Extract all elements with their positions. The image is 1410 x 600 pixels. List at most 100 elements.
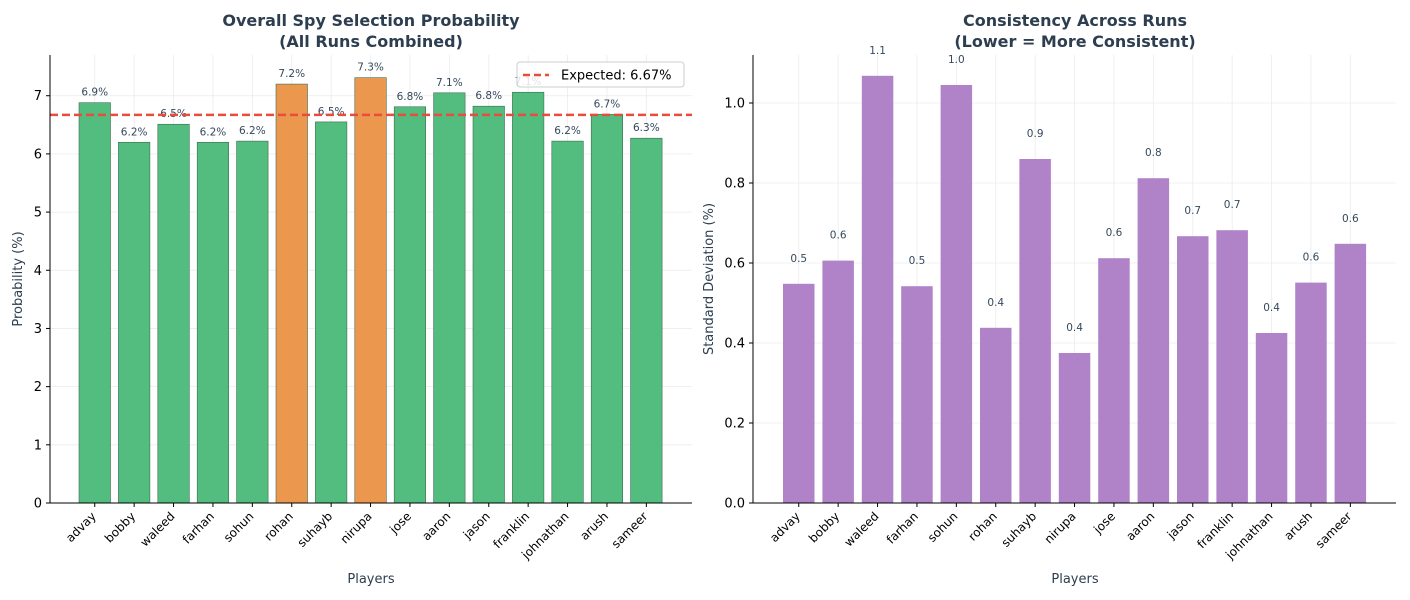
x-tick-label-sameer: sameer [609, 509, 651, 551]
x-tick-label-waleed: waleed [841, 509, 881, 549]
bar-arush [590, 114, 624, 504]
bar-sohun [236, 140, 269, 504]
bar-farhan [196, 141, 229, 504]
x-tick-label-advay: advay [767, 509, 803, 545]
chart1-bars [78, 77, 663, 504]
bar-aaron [433, 92, 466, 504]
data-label-nirupa: 7.3% [357, 62, 384, 74]
chart1-subtitle: (All Runs Combined) [279, 32, 463, 51]
bar-advay [783, 283, 815, 503]
y-tick-label: 2 [34, 380, 42, 395]
data-label-nirupa: 0.4 [1066, 322, 1083, 334]
data-label-advay: 0.5 [790, 253, 807, 265]
chart1-y-ticks: 0 1 2 3 4 5 6 7 [34, 89, 50, 512]
x-tick-label-aaron: aaron [1123, 509, 1157, 543]
x-tick-label-aaron: aaron [419, 509, 453, 543]
data-label-johnathan: 6.2% [554, 125, 581, 137]
x-tick-label-nirupa: nirupa [338, 509, 375, 546]
chart2-xlabel: Players [1051, 572, 1098, 587]
data-label-jason: 0.7 [1184, 205, 1201, 217]
data-label-suhayb: 6.5% [318, 106, 345, 118]
x-tick-label-sohun: sohun [925, 509, 961, 545]
chart2-y-ticks: 0.0 0.2 0.4 0.6 0.8 1.0 [724, 97, 753, 512]
chart2-subtitle: (Lower = More Consistent) [954, 32, 1195, 51]
legend-box [516, 61, 685, 88]
data-label-bobby: 6.2% [121, 126, 148, 138]
bar-suhayb [1019, 159, 1051, 503]
bar-waleed [157, 123, 190, 504]
x-tick-label-rohan: rohan [262, 509, 296, 543]
x-tick-label-bobby: bobby [102, 509, 138, 545]
bar-suhayb [315, 121, 348, 504]
bar-nirupa [354, 77, 387, 504]
y-tick-label: 1.0 [724, 97, 745, 112]
x-tick-label-sameer: sameer [1313, 509, 1355, 551]
data-label-waleed: 1.1 [869, 45, 886, 57]
bar-bobby [822, 260, 854, 503]
y-tick-label: 0.6 [724, 257, 745, 272]
bar-johnathan [551, 140, 584, 504]
data-label-farhan: 6.2% [200, 126, 227, 138]
bar-sameer [1334, 243, 1367, 504]
chart1-xlabel: Players [347, 572, 394, 587]
x-tick-label-jose: jose [386, 509, 414, 537]
bar-bobby [118, 141, 151, 504]
data-label-sohun: 6.2% [239, 125, 266, 137]
data-label-rohan: 7.2% [278, 68, 305, 80]
probability-chart: Overall Spy Selection Probability (All R… [11, 11, 692, 587]
data-label-sameer: 0.6 [1342, 213, 1359, 225]
data-label-jose: 0.6 [1106, 227, 1123, 239]
x-tick-label-suhayb: suhayb [295, 509, 336, 550]
y-tick-label: 0.2 [724, 417, 745, 432]
chart1-data-labels: 6.9%6.2%6.5%6.2%6.2%7.2%6.5%7.3%6.8%7.1%… [81, 62, 659, 139]
legend-label: Expected: 6.67% [561, 69, 671, 84]
y-tick-label: 6 [34, 147, 42, 162]
bar-aaron [1137, 178, 1170, 503]
y-tick-label: 0 [34, 497, 42, 512]
x-tick-label-jose: jose [1090, 509, 1118, 537]
y-tick-label: 1 [34, 438, 42, 453]
data-label-advay: 6.9% [81, 87, 108, 99]
chart1-ylabel: Probability (%) [11, 231, 26, 326]
y-tick-label: 4 [34, 264, 42, 279]
x-tick-label-arush: arush [577, 509, 611, 543]
data-label-rohan: 0.4 [987, 297, 1004, 309]
x-tick-label-suhayb: suhayb [999, 509, 1040, 550]
y-tick-label: 3 [34, 322, 42, 337]
bar-sohun [940, 85, 973, 503]
bar-arush [1295, 282, 1327, 503]
x-tick-label-farhan: farhan [884, 509, 921, 546]
y-tick-label: 0.0 [724, 497, 745, 512]
data-label-suhayb: 0.9 [1027, 128, 1044, 140]
bar-jason [472, 105, 505, 504]
data-label-bobby: 0.6 [830, 230, 847, 242]
y-tick-label: 0.4 [724, 337, 745, 352]
chart2-ylabel: Standard Deviation (%) [702, 203, 717, 355]
data-label-arush: 0.6 [1303, 252, 1320, 264]
y-tick-label: 0.8 [724, 177, 745, 192]
y-tick-label: 7 [34, 89, 42, 104]
y-tick-label: 5 [34, 206, 42, 221]
data-label-sameer: 6.3% [633, 122, 660, 134]
chart2-title: Consistency Across Runs [963, 11, 1187, 30]
chart2-bars [783, 75, 1367, 504]
x-tick-label-nirupa: nirupa [1042, 509, 1079, 546]
x-tick-label-bobby: bobby [806, 509, 842, 545]
data-label-arush: 6.7% [594, 98, 621, 110]
chart1-legend: Expected: 6.67% [516, 61, 685, 88]
bar-sameer [630, 137, 663, 504]
consistency-chart: Consistency Across Runs (Lower = More Co… [702, 11, 1396, 587]
bar-advay [78, 102, 111, 504]
data-label-jose: 6.8% [397, 91, 424, 103]
chart2-data-labels: 0.5 0.6 1.1 0.5 1.0 0.4 0.9 0.4 0.6 0.8 0.7 0.7 0.4 0… [790, 45, 1359, 334]
bar-nirupa [1058, 353, 1091, 503]
x-tick-label-sohun: sohun [221, 509, 257, 545]
chart1-title: Overall Spy Selection Probability [222, 11, 520, 30]
data-label-sohun: 1.0 [948, 54, 965, 66]
bar-johnathan [1255, 333, 1288, 503]
x-tick-label-advay: advay [63, 509, 99, 545]
bar-franklin [1216, 230, 1248, 503]
data-label-franklin: 0.7 [1224, 199, 1241, 211]
